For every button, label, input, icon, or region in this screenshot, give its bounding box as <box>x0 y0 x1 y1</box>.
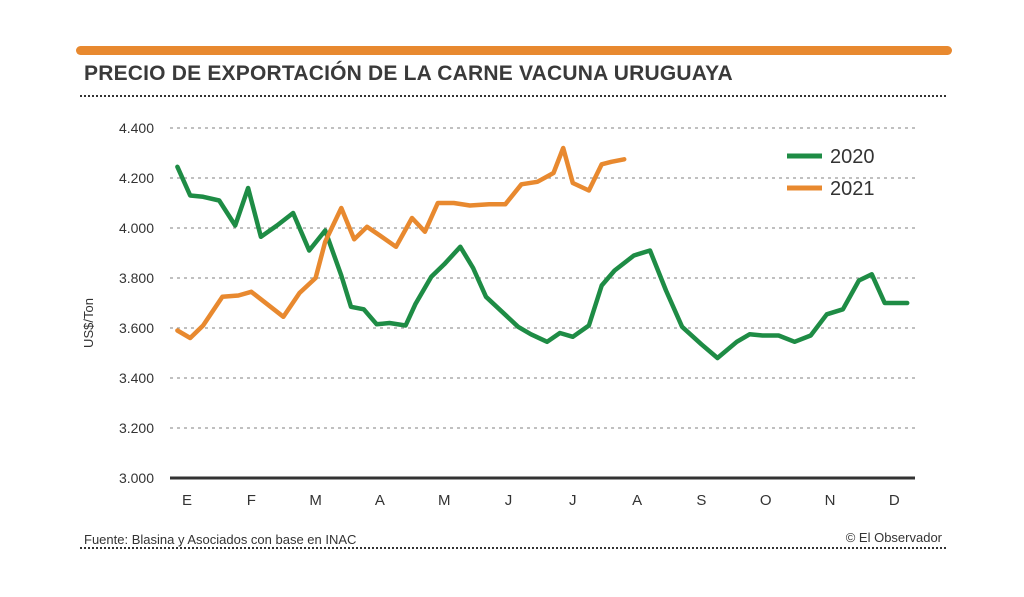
chart-title: PRECIO DE EXPORTACIÓN DE LA CARNE VACUNA… <box>84 62 733 85</box>
source-note: Fuente: Blasina y Asociados con base en … <box>84 532 357 547</box>
legend-label-2021: 2021 <box>830 178 875 200</box>
x-tick-label: F <box>247 492 256 509</box>
x-tick-label: E <box>182 492 192 509</box>
x-tick-label: S <box>696 492 706 509</box>
legend-label-2020: 2020 <box>830 146 875 168</box>
y-axis-label: US$/Ton <box>81 298 96 348</box>
x-tick-label: D <box>889 492 900 509</box>
x-tick-label: N <box>825 492 836 509</box>
y-tick-label: 4.200 <box>119 170 154 186</box>
footer-divider <box>80 547 946 549</box>
series-line-2020 <box>175 164 910 361</box>
accent-bar <box>76 46 952 55</box>
series-lines <box>175 145 910 361</box>
series-line-2021 <box>175 145 627 341</box>
y-axis-ticks: 3.000 3.200 3.400 3.600 3.800 4.000 4.200 4.400 <box>119 120 154 486</box>
x-tick-label: A <box>375 492 385 509</box>
x-tick-label: M <box>309 492 322 509</box>
x-tick-label: A <box>632 492 642 509</box>
y-tick-label: 4.000 <box>119 220 154 236</box>
y-tick-label: 3.400 <box>119 370 154 386</box>
y-tick-label: 4.400 <box>119 120 154 136</box>
x-tick-label: O <box>760 492 772 509</box>
y-tick-label: 3.800 <box>119 270 154 286</box>
credit-note: © El Observador <box>845 530 942 545</box>
title-divider <box>80 95 946 97</box>
x-tick-label: J <box>569 492 577 509</box>
x-tick-label: J <box>505 492 513 509</box>
y-tick-label: 3.600 <box>119 320 154 336</box>
legend: 2020 2021 <box>787 146 875 200</box>
y-tick-label: 3.000 <box>119 470 154 486</box>
x-tick-label: M <box>438 492 451 509</box>
y-tick-label: 3.200 <box>119 420 154 436</box>
